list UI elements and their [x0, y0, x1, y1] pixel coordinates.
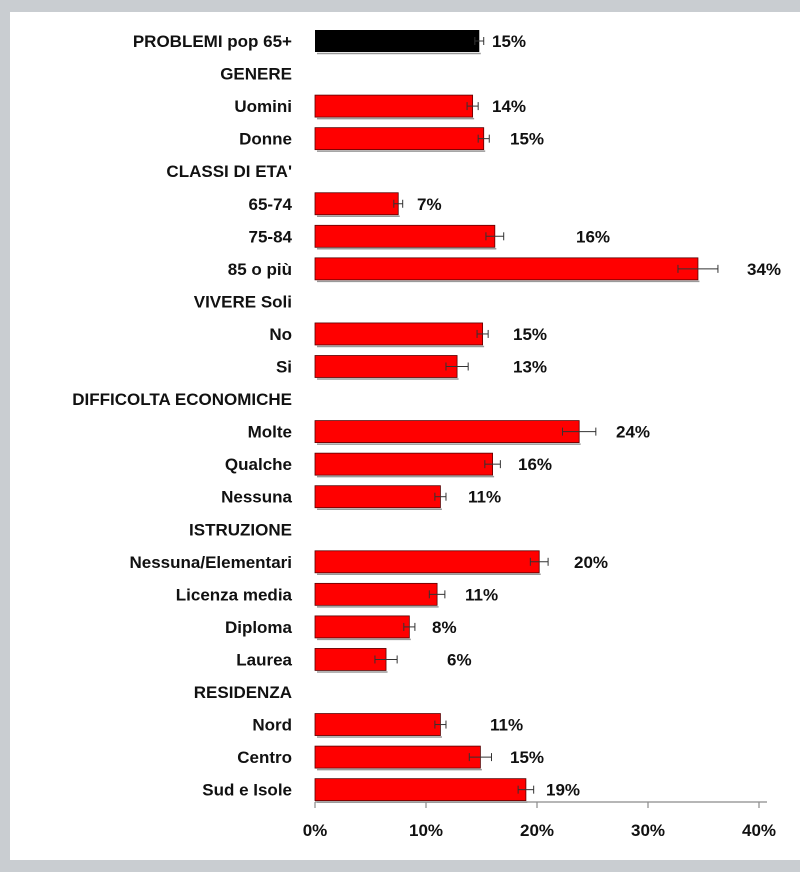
group-heading: CLASSI DI ETA' — [166, 162, 292, 181]
x-tick-label: 0% — [303, 821, 328, 840]
category-label: 85 o più — [228, 260, 292, 279]
category-label: Donne — [239, 130, 292, 149]
bar — [314, 778, 527, 802]
category-label: Si — [276, 358, 292, 377]
category-label: Uomini — [234, 97, 292, 116]
x-tick-label: 30% — [631, 821, 665, 840]
data-label: 20% — [574, 553, 608, 572]
data-label: 13% — [513, 358, 547, 377]
data-label: 8% — [432, 618, 457, 637]
data-label: 15% — [510, 748, 544, 767]
bar — [314, 257, 699, 281]
bar — [314, 452, 494, 476]
bar — [314, 355, 458, 378]
total-bar — [315, 30, 480, 52]
category-label: Nessuna/Elementari — [129, 553, 292, 572]
category-label: Nord — [252, 716, 292, 735]
data-label: 11% — [490, 716, 523, 735]
data-label: 16% — [518, 455, 552, 474]
category-label: 65-74 — [249, 195, 293, 214]
bar — [314, 745, 481, 769]
category-label: No — [269, 325, 292, 344]
group-heading: GENERE — [220, 65, 292, 84]
category-label: PROBLEMI pop 65+ — [133, 32, 292, 51]
data-label: 15% — [492, 32, 526, 51]
bar — [314, 224, 496, 248]
category-label: Sud e Isole — [202, 781, 292, 800]
x-tick-label: 10% — [409, 821, 443, 840]
group-heading: ISTRUZIONE — [189, 520, 292, 539]
group-heading: DIFFICOLTA ECONOMICHE — [72, 390, 292, 409]
bar — [314, 322, 484, 346]
category-label: Centro — [237, 748, 292, 767]
bar — [314, 127, 485, 151]
bar — [314, 550, 540, 574]
category-label: Laurea — [236, 650, 292, 669]
bar — [314, 94, 474, 118]
group-heading: VIVERE Soli — [194, 292, 292, 311]
data-label: 15% — [513, 325, 547, 344]
data-label: 6% — [447, 650, 472, 669]
group-heading: RESIDENZA — [194, 683, 292, 702]
category-label: Molte — [248, 423, 292, 442]
data-label: 11% — [468, 488, 501, 507]
data-label: 7% — [417, 195, 442, 214]
bar — [314, 192, 399, 216]
category-label: Qualche — [225, 455, 292, 474]
data-label: 19% — [546, 781, 580, 800]
bar — [314, 420, 580, 444]
x-tick-label: 20% — [520, 821, 554, 840]
data-label: 24% — [616, 423, 650, 442]
category-label: Diploma — [225, 618, 293, 637]
x-tick-label: 40% — [742, 821, 776, 840]
category-label: 75-84 — [249, 227, 293, 246]
bar — [314, 713, 441, 736]
data-label: 15% — [510, 130, 544, 149]
bar — [314, 582, 438, 606]
data-label: 11% — [465, 585, 498, 604]
chart-panel: PROBLEMI pop 65+ 15% GENERE Uomini 14% Donne 1… — [10, 12, 800, 860]
category-label: Licenza media — [176, 585, 293, 604]
bar — [314, 615, 410, 639]
data-label: 16% — [576, 227, 610, 246]
category-label: Nessuna — [221, 488, 292, 507]
data-label: 34% — [747, 260, 781, 279]
data-label: 14% — [492, 97, 526, 116]
bar — [314, 485, 441, 509]
bar-chart: PROBLEMI pop 65+ 15% GENERE Uomini 14% Donne 1… — [72, 30, 781, 840]
